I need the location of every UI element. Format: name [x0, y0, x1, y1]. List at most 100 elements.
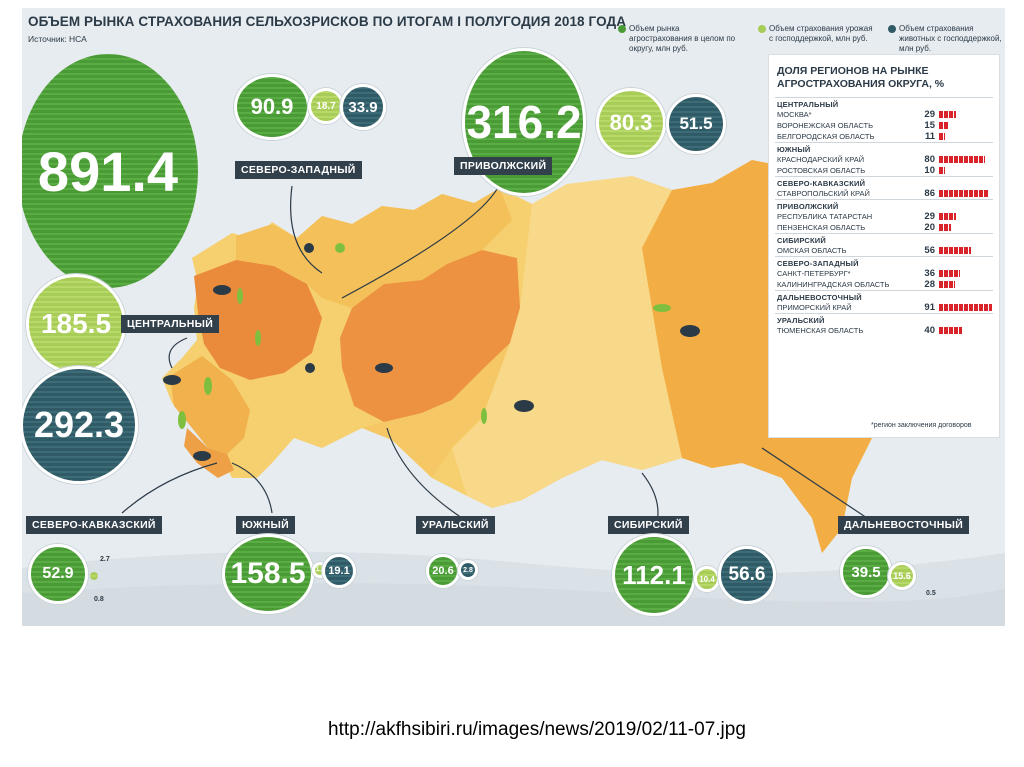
siberia-animal-bubble: 56.6	[718, 546, 776, 604]
south-district-area	[170, 356, 250, 454]
ncaucasus-label: СЕВЕРО-КАВКАЗСКИЙ	[26, 516, 162, 534]
fareast-animal-value: 0.5	[926, 590, 936, 597]
panel-row-region: ОМСКАЯ ОБЛАСТЬ	[777, 246, 847, 255]
panel-row-value: 20	[924, 222, 935, 233]
panel-row-value: 10	[924, 165, 935, 176]
chart-source: Источник: НСА	[28, 34, 87, 44]
panel-row-bar	[939, 213, 956, 220]
northwest-district-area	[236, 188, 512, 308]
legend-crop: Объем страхования урожая с господдержкой…	[758, 24, 876, 44]
ncaucasus-crop-bubble	[90, 572, 98, 580]
siberia-district-area	[452, 176, 682, 508]
panel-row-region: РЕСПУБЛИКА ТАТАРСТАН	[777, 212, 873, 221]
panel-row: ПРИМОРСКИЙ КРАЙ 91	[775, 302, 993, 313]
northwest-label: СЕВЕРО-ЗАПАДНЫЙ	[235, 161, 362, 179]
ncaucasus-total-bubble: 52.9	[28, 544, 88, 604]
northwest-total-bubble: 90.9	[234, 74, 310, 140]
panel-row: ОМСКАЯ ОБЛАСТЬ 56	[775, 245, 993, 256]
panel-row-region: БЕЛГОРОДСКАЯ ОБЛАСТЬ	[777, 132, 875, 141]
animal-icons	[163, 243, 700, 461]
panel-row-value: 40	[924, 325, 935, 336]
legend-total: Объем рынка агрострахования в целом по о…	[618, 24, 736, 54]
panel-row-region: ВОРОНЕЖСКАЯ ОБЛАСТЬ	[777, 121, 873, 130]
northwest-animal-bubble: 33.9	[340, 84, 386, 130]
panel-row-value: 86	[924, 188, 935, 199]
legend-total-swatch	[618, 25, 626, 33]
panel-row: МОСКВА* 29	[775, 109, 993, 120]
legend-animal-label: Объем страхования животных с господдержк…	[899, 24, 1002, 53]
region-share-panel: ДОЛЯ РЕГИОНОВ НА РЫНКЕ АГРОСТРАХОВАНИЯ О…	[768, 54, 1000, 438]
panel-group: ЦЕНТРАЛЬНЫЙ МОСКВА* 29 ВОРОНЕЖСКАЯ ОБЛАСТЬ 1…	[775, 97, 993, 142]
chart-title: ОБЪЕМ РЫНКА СТРАХОВАНИЯ СЕЛЬХОЗРИСКОВ ПО…	[28, 14, 627, 29]
northwest-crop-bubble: 18.7	[308, 88, 344, 124]
panel-group-name: ДАЛЬНЕВОСТОЧНЫЙ	[777, 293, 862, 302]
panel-row-bar	[939, 270, 960, 277]
panel-group: СИБИРСКИЙ ОМСКАЯ ОБЛАСТЬ 56	[775, 233, 993, 256]
panel-group-name: ЦЕНТРАЛЬНЫЙ	[777, 100, 839, 109]
panel-row-bar	[939, 304, 992, 311]
ncaucasus-animal-value: 0.8	[94, 596, 104, 603]
south-label: ЮЖНЫЙ	[236, 516, 295, 534]
fareast-crop-bubble: 15.6	[888, 562, 916, 590]
panel-group: ДАЛЬНЕВОСТОЧНЫЙ ПРИМОРСКИЙ КРАЙ 91	[775, 290, 993, 313]
panel-group: ПРИВОЛЖСКИЙ РЕСПУБЛИКА ТАТАРСТАН 29 ПЕНЗЕНС…	[775, 199, 993, 233]
source-url[interactable]: http://akfhsibiri.ru/images/news/2019/02…	[328, 719, 746, 740]
fareast-total-bubble: 39.5	[840, 546, 892, 598]
panel-row-bar	[939, 327, 962, 334]
panel-row-region: СТАВРОПОЛЬСКИЙ КРАЙ	[777, 189, 870, 198]
panel-row: БЕЛГОРОДСКАЯ ОБЛАСТЬ 11	[775, 131, 993, 142]
volga-animal-bubble: 51.5	[666, 94, 726, 154]
panel-row: СТАВРОПОЛЬСКИЙ КРАЙ 86	[775, 188, 993, 199]
panel-row-bar	[939, 156, 985, 163]
panel-row-region: ПРИМОРСКИЙ КРАЙ	[777, 303, 852, 312]
panel-row-value: 29	[924, 109, 935, 120]
central-crop-bubble: 185.5	[26, 274, 126, 374]
panel-row-bar	[939, 133, 945, 140]
ncaucasus-crop-value: 2.7	[100, 556, 110, 563]
panel-row-region: КАЛИНИНГРАДСКАЯ ОБЛАСТЬ	[777, 280, 890, 289]
urals-district-area	[362, 343, 510, 478]
panel-row-value: 29	[924, 211, 935, 222]
panel-row-bar	[939, 224, 951, 231]
panel-row-value: 36	[924, 268, 935, 279]
panel-groups: ЦЕНТРАЛЬНЫЙ МОСКВА* 29 ВОРОНЕЖСКАЯ ОБЛАСТЬ 1…	[769, 97, 999, 336]
panel-row: ПЕНЗЕНСКАЯ ОБЛАСТЬ 20	[775, 222, 993, 233]
panel-row-region: КРАСНОДАРСКИЙ КРАЙ	[777, 155, 865, 164]
volga-crop-bubble: 80.3	[596, 88, 666, 158]
legend-crop-swatch	[758, 25, 766, 33]
legend-crop-label: Объем страхования урожая с господдержкой…	[769, 24, 873, 43]
panel-group: ЮЖНЫЙ КРАСНОДАРСКИЙ КРАЙ 80 РОСТОВСКАЯ ОБЛА…	[775, 142, 993, 176]
panel-group: СЕВЕРО-ЗАПАДНЫЙ САНКТ-ПЕТЕРБУРГ* 36 КАЛИНИН…	[775, 256, 993, 290]
panel-row-region: САНКТ-ПЕТЕРБУРГ*	[777, 269, 851, 278]
panel-row-region: ТЮМЕНСКАЯ ОБЛАСТЬ	[777, 326, 864, 335]
panel-title: ДОЛЯ РЕГИОНОВ НА РЫНКЕ АГРОСТРАХОВАНИЯ О…	[777, 65, 945, 90]
fareast-label: ДАЛЬНЕВОСТОЧНЫЙ	[838, 516, 970, 534]
urals-total-bubble: 20.6	[426, 554, 460, 588]
volga-label: ПРИВОЛЖСКИЙ	[454, 157, 553, 175]
urals-label: УРАЛЬСКИЙ	[416, 516, 495, 534]
panel-row-region: ПЕНЗЕНСКАЯ ОБЛАСТЬ	[777, 223, 866, 232]
panel-row-bar	[939, 122, 948, 129]
panel-group: СЕВЕРО-КАВКАЗСКИЙ СТАВРОПОЛЬСКИЙ КРАЙ 86	[775, 176, 993, 199]
panel-group-name: УРАЛЬСКИЙ	[777, 316, 825, 325]
panel-group-name: СЕВЕРО-ЗАПАДНЫЙ	[777, 259, 859, 268]
volga-district-area	[340, 250, 520, 422]
central-animal-bubble: 292.3	[22, 366, 138, 484]
panel-row: КРАСНОДАРСКИЙ КРАЙ 80	[775, 154, 993, 165]
panel-row: ВОРОНЕЖСКАЯ ОБЛАСТЬ 15	[775, 120, 993, 131]
siberia-total-bubble: 112.1	[612, 534, 696, 616]
legend-animal: Объем страхования животных с господдержк…	[888, 24, 1005, 54]
panel-row: КАЛИНИНГРАДСКАЯ ОБЛАСТЬ 28	[775, 279, 993, 290]
panel-row: ТЮМЕНСКАЯ ОБЛАСТЬ 40	[775, 325, 993, 336]
legend-animal-swatch	[888, 25, 896, 33]
panel-row-bar	[939, 247, 971, 254]
panel-row: РОСТОВСКАЯ ОБЛАСТЬ 10	[775, 165, 993, 176]
panel-group-name: ПРИВОЛЖСКИЙ	[777, 202, 839, 211]
panel-row-region: РОСТОВСКАЯ ОБЛАСТЬ	[777, 166, 866, 175]
panel-row-bar	[939, 167, 945, 174]
panel-row-bar	[939, 190, 989, 197]
siberia-crop-bubble: 10.4	[694, 566, 720, 592]
infographic: ОБЪЕМ РЫНКА СТРАХОВАНИЯ СЕЛЬХОЗРИСКОВ ПО…	[22, 8, 1005, 626]
panel-group-name: СИБИРСКИЙ	[777, 236, 826, 245]
panel-group-name: СЕВЕРО-КАВКАЗСКИЙ	[777, 179, 866, 188]
